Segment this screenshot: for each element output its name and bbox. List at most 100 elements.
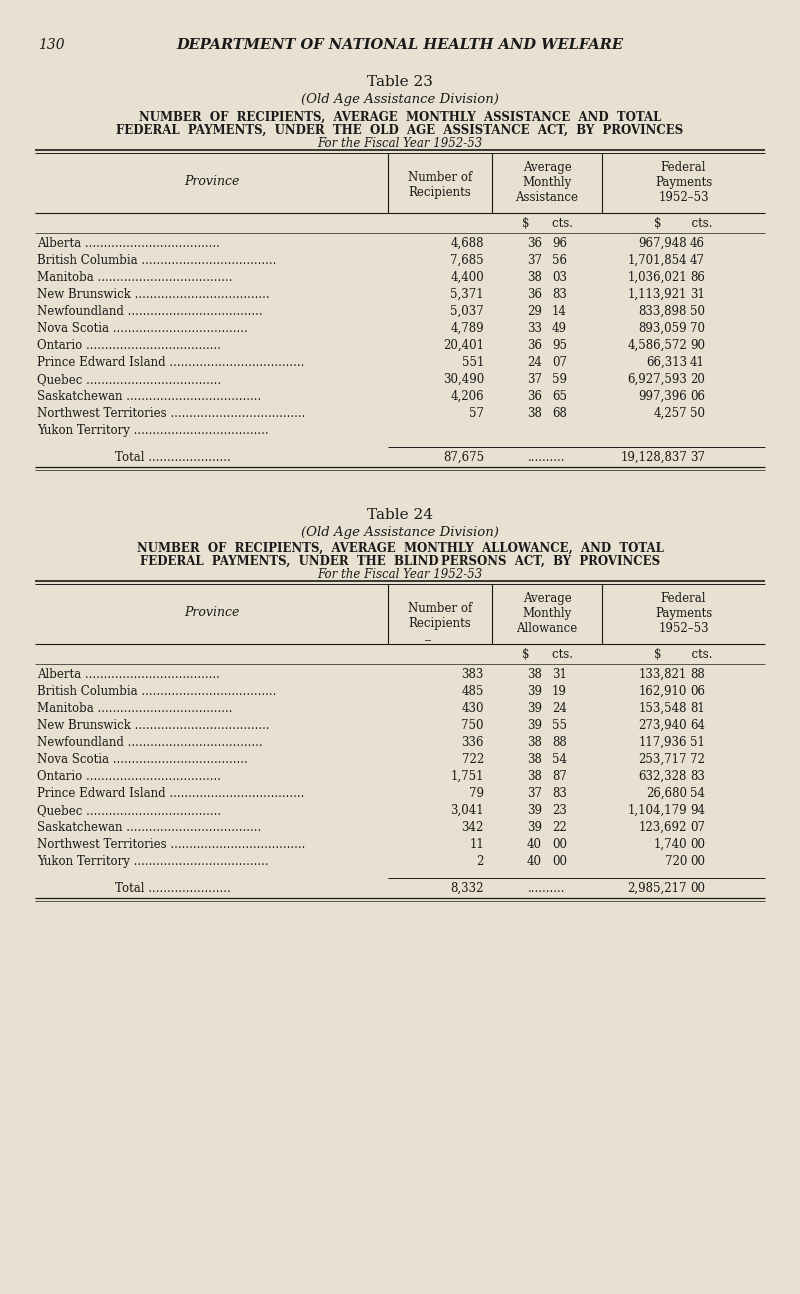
Text: 31: 31 (552, 668, 567, 681)
Text: 07: 07 (552, 356, 567, 369)
Text: FEDERAL  PAYMENTS,  UNDER  THE  BLIND PERSONS  ACT,  BY  PROVINCES: FEDERAL PAYMENTS, UNDER THE BLIND PERSON… (140, 555, 660, 568)
Text: 31: 31 (690, 289, 705, 302)
Text: Saskatchewan ....................................: Saskatchewan ...........................… (37, 389, 262, 402)
Text: 83: 83 (552, 787, 567, 800)
Text: 4,789: 4,789 (450, 322, 484, 335)
Text: 4,257: 4,257 (654, 408, 687, 421)
Text: 632,328: 632,328 (638, 770, 687, 783)
Text: Ontario ....................................: Ontario ................................… (37, 339, 221, 352)
Text: 06: 06 (690, 685, 705, 697)
Text: 00: 00 (690, 839, 705, 851)
Text: 551: 551 (462, 356, 484, 369)
Text: 20,401: 20,401 (443, 339, 484, 352)
Text: Alberta ....................................: Alberta ................................… (37, 237, 220, 250)
Text: New Brunswick ....................................: New Brunswick ..........................… (37, 289, 270, 302)
Text: Northwest Territories ....................................: Northwest Territories ..................… (37, 839, 306, 851)
Text: 38: 38 (527, 770, 542, 783)
Text: Nova Scotia ....................................: Nova Scotia ............................… (37, 322, 248, 335)
Text: 967,948: 967,948 (638, 237, 687, 250)
Text: ..........: .......... (528, 883, 566, 895)
Text: 336: 336 (462, 736, 484, 749)
Text: New Brunswick ....................................: New Brunswick ..........................… (37, 719, 270, 732)
Text: Prince Edward Island ....................................: Prince Edward Island ...................… (37, 356, 304, 369)
Text: Manitoba ....................................: Manitoba ...............................… (37, 270, 233, 283)
Text: Alberta ....................................: Alberta ................................… (37, 668, 220, 681)
Text: Total ......................: Total ...................... (115, 452, 230, 465)
Text: Yukon Territory ....................................: Yukon Territory ........................… (37, 855, 269, 868)
Text: Table 23: Table 23 (367, 75, 433, 89)
Text: For the Fiscal Year 1952-53: For the Fiscal Year 1952-53 (318, 137, 482, 150)
Text: NUMBER  OF  RECIPIENTS,  AVERAGE  MONTHLY  ASSISTANCE  AND  TOTAL: NUMBER OF RECIPIENTS, AVERAGE MONTHLY AS… (139, 111, 661, 124)
Text: Province: Province (184, 606, 239, 619)
Text: 00: 00 (552, 839, 567, 851)
Text: 38: 38 (527, 270, 542, 283)
Text: 3,041: 3,041 (450, 804, 484, 817)
Text: Newfoundland ....................................: Newfoundland ...........................… (37, 305, 262, 318)
Text: 720: 720 (665, 855, 687, 868)
Text: 722: 722 (462, 753, 484, 766)
Text: 00: 00 (552, 855, 567, 868)
Text: 253,717: 253,717 (638, 753, 687, 766)
Text: 4,586,572: 4,586,572 (627, 339, 687, 352)
Text: 88: 88 (552, 736, 566, 749)
Text: 130: 130 (38, 38, 65, 52)
Text: 36: 36 (527, 289, 542, 302)
Text: Average
Monthly
Allowance: Average Monthly Allowance (516, 591, 578, 635)
Text: 64: 64 (690, 719, 705, 732)
Text: 36: 36 (527, 237, 542, 250)
Text: 833,898: 833,898 (638, 305, 687, 318)
Text: $      cts.: $ cts. (522, 217, 573, 230)
Text: Nova Scotia ....................................: Nova Scotia ............................… (37, 753, 248, 766)
Text: 83: 83 (690, 770, 705, 783)
Text: 162,910: 162,910 (638, 685, 687, 697)
Text: 39: 39 (527, 719, 542, 732)
Text: 38: 38 (527, 408, 542, 421)
Text: 46: 46 (690, 237, 705, 250)
Text: 56: 56 (552, 254, 567, 267)
Text: 59: 59 (552, 373, 567, 386)
Text: 86: 86 (690, 270, 705, 283)
Text: 33: 33 (527, 322, 542, 335)
Text: 55: 55 (552, 719, 567, 732)
Text: 893,059: 893,059 (638, 322, 687, 335)
Text: 11: 11 (470, 839, 484, 851)
Text: 1,036,021: 1,036,021 (627, 270, 687, 283)
Text: 66,313: 66,313 (646, 356, 687, 369)
Text: DEPARTMENT OF NATIONAL HEALTH AND WELFARE: DEPARTMENT OF NATIONAL HEALTH AND WELFAR… (177, 38, 623, 52)
Text: 87: 87 (552, 770, 567, 783)
Text: 50: 50 (690, 305, 705, 318)
Text: Province: Province (184, 175, 239, 188)
Text: 68: 68 (552, 408, 567, 421)
Text: For the Fiscal Year 1952-53: For the Fiscal Year 1952-53 (318, 568, 482, 581)
Text: $        cts.: $ cts. (654, 217, 713, 230)
Text: 19,128,837: 19,128,837 (620, 452, 687, 465)
Text: 430: 430 (462, 703, 484, 716)
Text: 00: 00 (690, 883, 705, 895)
Text: 2: 2 (477, 855, 484, 868)
Text: 00: 00 (690, 855, 705, 868)
Text: 41: 41 (690, 356, 705, 369)
Text: 1,701,854: 1,701,854 (627, 254, 687, 267)
Text: 87,675: 87,675 (443, 452, 484, 465)
Text: 6,927,593: 6,927,593 (627, 373, 687, 386)
Text: Number of
Recipients: Number of Recipients (408, 602, 472, 630)
Text: 7,685: 7,685 (450, 254, 484, 267)
Text: 750: 750 (462, 719, 484, 732)
Text: 117,936: 117,936 (638, 736, 687, 749)
Text: 40: 40 (527, 839, 542, 851)
Text: Federal
Payments
1952–53: Federal Payments 1952–53 (655, 591, 712, 635)
Text: (Old Age Assistance Division): (Old Age Assistance Division) (301, 525, 499, 540)
Text: (Old Age Assistance Division): (Old Age Assistance Division) (301, 93, 499, 106)
Text: 06: 06 (690, 389, 705, 402)
Text: 133,821: 133,821 (638, 668, 687, 681)
Text: 8,332: 8,332 (450, 883, 484, 895)
Text: 37: 37 (690, 452, 705, 465)
Text: 65: 65 (552, 389, 567, 402)
Text: 1,751: 1,751 (450, 770, 484, 783)
Text: Quebec ....................................: Quebec .................................… (37, 804, 221, 817)
Text: Yukon Territory ....................................: Yukon Territory ........................… (37, 424, 269, 437)
Text: Northwest Territories ....................................: Northwest Territories ..................… (37, 408, 306, 421)
Text: $      cts.: $ cts. (522, 648, 573, 661)
Text: _: _ (425, 628, 431, 641)
Text: 37: 37 (527, 254, 542, 267)
